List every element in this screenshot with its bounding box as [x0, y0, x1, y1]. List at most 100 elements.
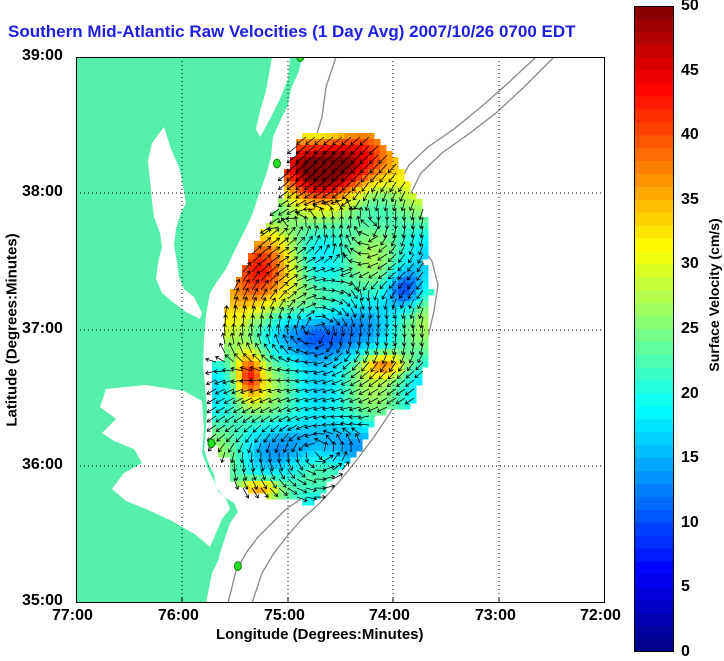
velocity-cell	[296, 325, 303, 332]
velocity-arrow	[296, 284, 308, 291]
velocity-cell	[284, 487, 291, 494]
velocity-arrow	[217, 442, 226, 453]
velocity-cell	[374, 307, 381, 314]
y-tick-label: 39:00	[22, 47, 63, 64]
velocity-cell	[290, 187, 297, 194]
velocity-cell	[314, 367, 321, 374]
velocity-cell	[284, 199, 291, 206]
velocity-cell	[272, 469, 279, 476]
velocity-arrow	[396, 379, 406, 387]
velocity-cell	[266, 307, 273, 314]
velocity-cell	[272, 301, 279, 308]
velocity-cell	[398, 283, 405, 290]
velocity-cell	[260, 235, 267, 242]
velocity-cell	[422, 271, 429, 278]
colorbar-band	[634, 445, 674, 459]
colorbar-band	[634, 393, 674, 408]
velocity-arrow	[346, 224, 352, 237]
velocity-arrow	[339, 421, 352, 427]
velocity-cell	[260, 301, 267, 308]
velocity-arrow	[336, 433, 343, 444]
velocity-cell	[326, 259, 333, 266]
velocity-cell	[350, 181, 357, 188]
velocity-cell	[254, 283, 261, 290]
velocity-arrow	[285, 378, 298, 384]
velocity-cell	[266, 367, 273, 374]
velocity-cell	[320, 163, 327, 170]
velocity-cell	[338, 427, 345, 434]
velocity-cell	[338, 385, 345, 392]
velocity-arrow	[290, 335, 298, 345]
velocity-cell	[368, 421, 375, 428]
colorbar-gradient	[634, 6, 674, 652]
velocity-arrow	[313, 352, 325, 358]
velocity-cell	[302, 313, 309, 320]
velocity-arrow	[287, 265, 299, 273]
velocity-cell	[356, 217, 363, 224]
velocity-arrow	[393, 316, 398, 329]
velocity-cell	[218, 385, 225, 392]
velocity-cell	[392, 313, 399, 320]
velocity-cell	[398, 313, 405, 320]
velocity-arrow	[287, 478, 297, 487]
velocity-cell	[278, 319, 285, 326]
velocity-cell	[356, 397, 363, 404]
velocity-cell	[356, 271, 363, 278]
velocity-cell	[380, 235, 387, 242]
velocity-cell	[248, 487, 255, 494]
velocity-cell	[338, 391, 345, 398]
velocity-cell	[344, 427, 351, 434]
velocity-cell	[326, 187, 333, 194]
velocity-cell	[338, 193, 345, 200]
velocity-cell	[320, 391, 327, 398]
velocity-cell	[242, 415, 249, 422]
velocity-arrow	[270, 424, 280, 433]
velocity-cell	[266, 283, 273, 290]
velocity-arrow	[384, 217, 390, 230]
velocity-cell	[344, 163, 351, 170]
velocity-cell	[308, 271, 315, 278]
velocity-cell	[344, 181, 351, 188]
velocity-cell	[404, 349, 411, 356]
velocity-cell	[422, 295, 429, 302]
velocity-cell	[302, 385, 309, 392]
velocity-cell	[278, 331, 285, 338]
colorbar	[634, 6, 674, 652]
velocity-cell	[212, 373, 219, 380]
velocity-cell	[278, 433, 285, 440]
velocity-arrow	[205, 379, 217, 386]
velocity-cell	[320, 481, 327, 488]
velocity-cell	[290, 349, 297, 356]
velocity-arrow	[407, 280, 415, 290]
velocity-cell	[320, 283, 327, 290]
velocity-cell	[380, 193, 387, 200]
velocity-cell	[266, 301, 273, 308]
velocity-cell	[248, 475, 255, 482]
velocity-arrow	[379, 280, 388, 290]
velocity-arrow	[304, 350, 316, 356]
velocity-cell	[290, 439, 297, 446]
velocity-cell	[380, 391, 387, 398]
velocity-arrow	[361, 181, 370, 192]
velocity-cell	[284, 397, 291, 404]
velocity-cell	[278, 205, 285, 212]
velocity-arrow	[222, 323, 227, 336]
velocity-arrow	[348, 414, 361, 420]
velocity-cell	[350, 337, 357, 344]
velocity-cell	[344, 223, 351, 230]
velocity-arrow	[349, 421, 361, 427]
colorbar-band	[634, 31, 674, 46]
velocity-arrow	[260, 245, 272, 255]
velocity-cell	[248, 295, 255, 302]
velocity-cell	[290, 205, 297, 212]
velocity-cell	[260, 487, 267, 494]
velocity-cell	[350, 451, 357, 458]
velocity-cell	[242, 469, 249, 476]
velocity-cell	[380, 229, 387, 236]
velocity-arrow	[369, 163, 379, 174]
velocity-cell	[308, 211, 315, 218]
velocity-cell	[380, 331, 387, 338]
velocity-cell	[236, 391, 243, 398]
velocity-arrow	[348, 258, 361, 264]
velocity-arrow	[305, 285, 317, 291]
